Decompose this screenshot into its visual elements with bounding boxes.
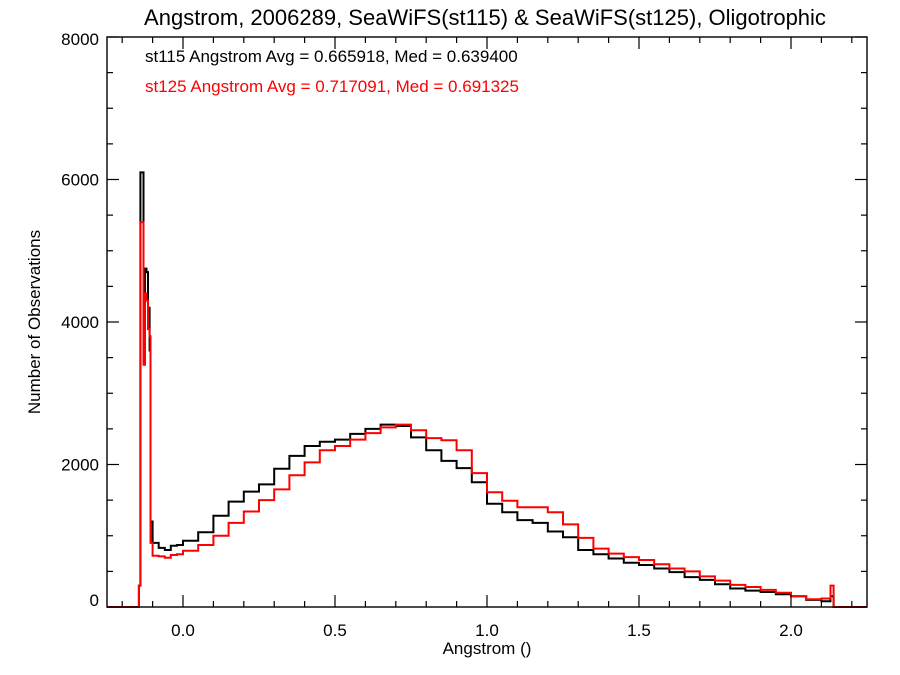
x-tick-label: 2.0 (779, 621, 803, 640)
y-tick-label: 6000 (61, 171, 99, 190)
y-tick-label: 4000 (61, 313, 99, 332)
tick-layer: 0.0 0.5 1.0 1.5 2.0 0 2000 4000 6000 8000 (61, 30, 867, 640)
y-axis-label: Number of Observations (25, 230, 44, 414)
x-tick-label: 1.0 (475, 621, 499, 640)
x-tick-label: 1.5 (627, 621, 651, 640)
chart-title: Angstrom, 2006289, SeaWiFS(st115) & SeaW… (144, 5, 826, 30)
x-axis-label: Angstrom () (443, 639, 532, 658)
y-tick-label: 8000 (61, 30, 99, 49)
y-tick-label: 2000 (61, 456, 99, 475)
series-layer (107, 171, 867, 608)
series-line-st125 (107, 221, 867, 608)
x-tick-label: 0.5 (323, 621, 347, 640)
y-tick-label: 0 (90, 591, 99, 610)
x-tick-label: 0.0 (171, 621, 195, 640)
annotation-st125: st125 Angstrom Avg = 0.717091, Med = 0.6… (145, 77, 519, 96)
annotation-st115: st115 Angstrom Avg = 0.665918, Med = 0.6… (145, 47, 518, 66)
